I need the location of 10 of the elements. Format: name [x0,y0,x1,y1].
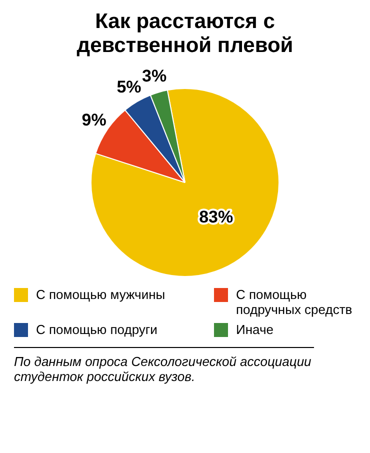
legend-label: Иначе [236,322,274,337]
chart-title: Как расстаются с девственной плевой [76,10,294,58]
legend-label: С помощью подруги [36,322,158,337]
data-label: 3% [142,66,167,86]
text: По данным опроса Сексологической ассоциации студенток российских вузов. [14,347,314,384]
legend-label: С помощью мужчины [36,287,166,302]
data-label: 5% [116,78,142,97]
data-label: 9% [82,110,106,130]
data-label: 83% [199,207,234,226]
legend-label: С помощью подручных средств [236,287,354,317]
